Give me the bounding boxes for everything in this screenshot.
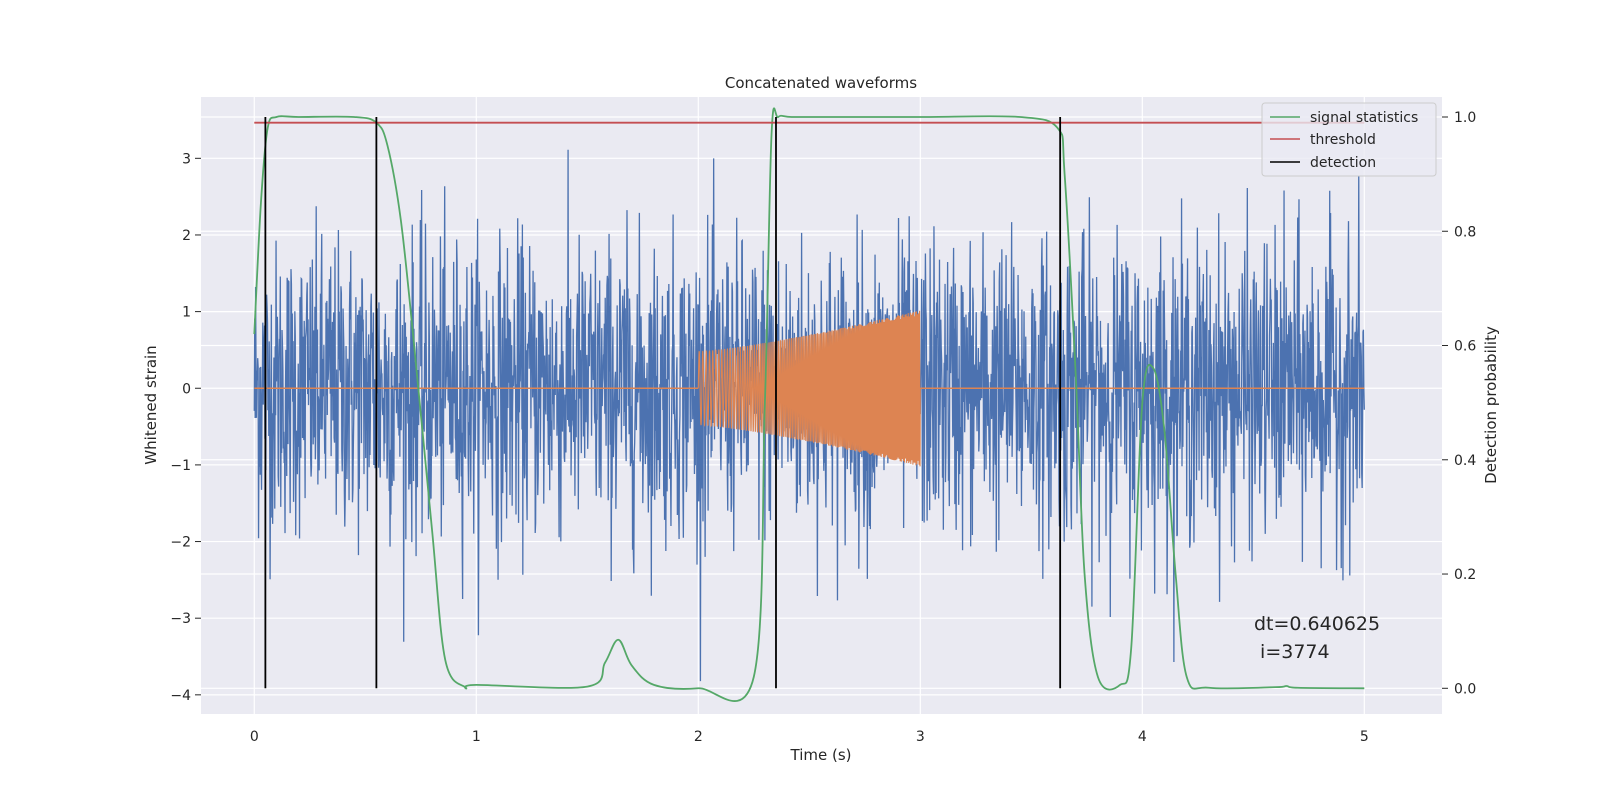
chart-title: Concatenated waveforms	[725, 74, 917, 92]
y-axis-left-label: Whitened strain	[142, 345, 160, 464]
y-left-tick-label: −1	[170, 458, 191, 474]
legend-label-threshold: threshold	[1310, 132, 1376, 148]
y-right-tick-label: 0.4	[1454, 453, 1476, 469]
signal-statistics-line	[253, 107, 1365, 702]
x-axis-label: Time (s)	[790, 746, 852, 764]
legend: signal statistics threshold detection	[1261, 102, 1437, 177]
x-tick-label: 1	[472, 729, 481, 745]
legend-label-detection: detection	[1310, 155, 1376, 171]
x-tick-label: 5	[1360, 729, 1369, 745]
annotation-i: i=3774	[1254, 641, 1330, 663]
y-left-tick-label: −3	[170, 611, 191, 627]
plot-area	[253, 107, 1365, 702]
legend-label-signal-statistics: signal statistics	[1310, 110, 1418, 126]
tick-layer: 0 1 2 3 4 5 −4 −3 −2 −1 0 1 2 3 0.0 0.2 0.4 0.6 0.8 1.0	[170, 110, 1476, 745]
y-left-tick-label: 1	[182, 305, 191, 321]
annotation-dt: dt=0.640625	[1254, 613, 1380, 635]
y-right-tick-label: 1.0	[1454, 110, 1476, 126]
y-left-tick-label: 0	[182, 381, 191, 397]
y-right-tick-label: 0.6	[1454, 339, 1476, 355]
x-tick-label: 4	[1138, 729, 1147, 745]
x-tick-label: 2	[694, 729, 703, 745]
legend-box	[1261, 102, 1437, 177]
y-right-tick-label: 0.0	[1454, 681, 1476, 697]
chirp-series	[697, 310, 921, 467]
x-tick-label: 3	[916, 729, 925, 745]
y-left-tick-label: 2	[182, 228, 191, 244]
y-right-tick-label: 0.2	[1454, 567, 1476, 583]
y-left-tick-label: −4	[170, 688, 191, 704]
y-axis-right-label: Detection probability	[1482, 326, 1500, 484]
x-tick-label: 0	[250, 729, 259, 745]
y-right-tick-label: 0.8	[1454, 224, 1476, 240]
y-left-tick-label: 3	[182, 151, 191, 167]
y-left-tick-label: −2	[170, 535, 191, 551]
annotation: dt=0.640625 i=3774	[1254, 613, 1380, 663]
